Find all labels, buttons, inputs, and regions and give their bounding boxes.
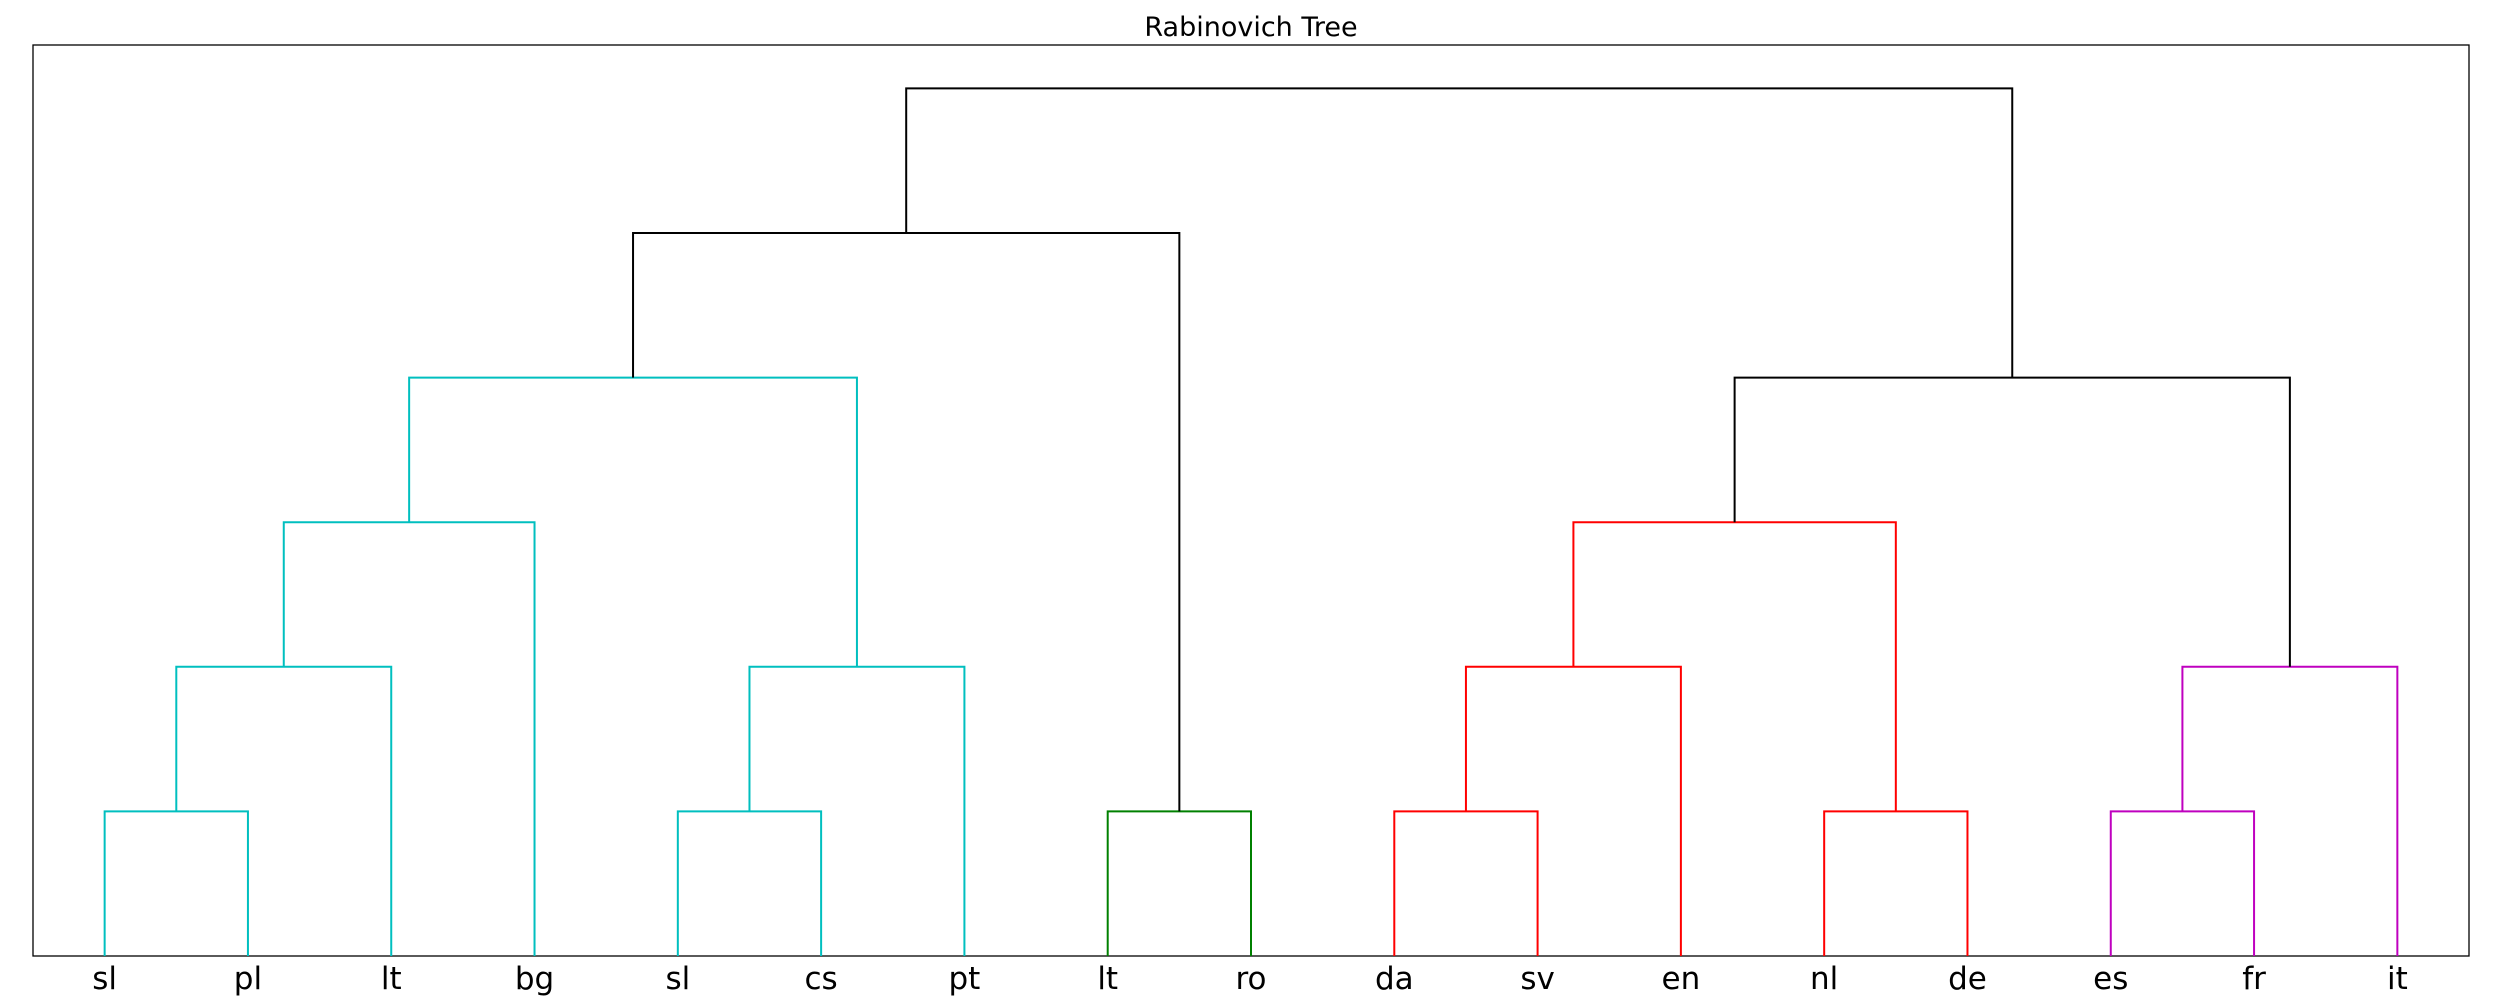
x-tick-label: pl [234,961,262,997]
x-tick-label: sl [92,961,117,997]
dendrogram-link-8 [1464,665,1682,956]
x-tick-label: cs [805,961,838,997]
dendrogram-link-0 [103,810,249,956]
x-tick-label: sl [665,961,690,997]
dendrogram-link-1 [676,810,823,956]
x-tick-label: ro [1235,961,1266,997]
x-tick-label: pt [948,961,980,997]
chart-title: Rabinovich Tree [1144,12,1357,43]
x-tick-label: de [1948,961,1987,997]
x-tick-labels: sl pl lt bg sl cs pt lt ro da sv en nl de es fr it [92,961,2407,997]
x-tick-label: da [1375,961,1414,997]
dendrogram-link-5 [2109,810,2256,956]
x-tick-label: fr [2242,961,2266,997]
dendrogram-link-2 [1106,810,1252,956]
x-tick-label: lt [1097,961,1118,997]
dendrogram-link-7 [748,665,966,956]
dendrogram-link-15 [905,87,2014,378]
dendrogram-link-10 [282,521,536,956]
dendrogram-link-6 [175,665,393,956]
x-tick-label: bg [515,961,554,997]
x-tick-label: sv [1520,961,1555,997]
dendrogram-link-3 [1393,810,1539,956]
dendrogram-link-14 [632,231,1181,812]
x-tick-label: es [2093,961,2128,997]
x-tick-label: lt [381,961,402,997]
dendrogram-link-9 [2181,665,2399,956]
x-tick-label: en [1662,961,1701,997]
x-tick-label: it [2387,961,2408,997]
x-tick-label: nl [1810,961,1838,997]
dendrogram-link-4 [1823,810,1969,956]
dendrogram-links [103,87,2399,956]
